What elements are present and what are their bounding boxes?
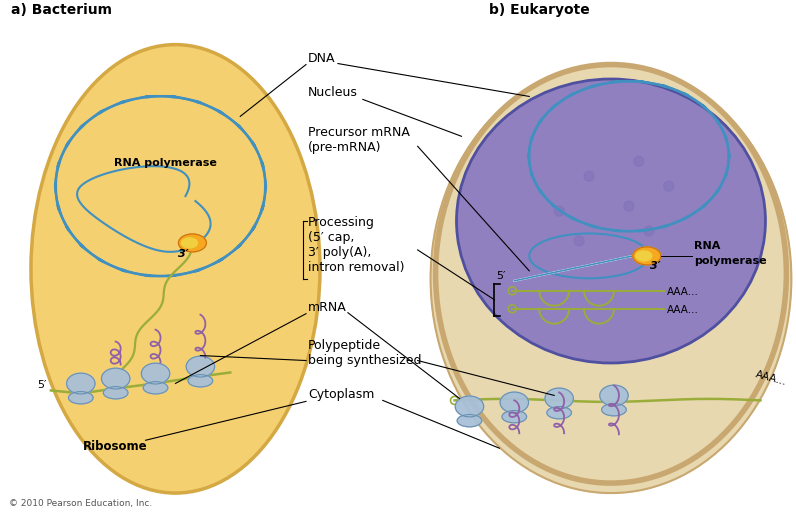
Ellipse shape: [68, 392, 93, 404]
Ellipse shape: [545, 388, 573, 409]
Text: (pre-mRNA): (pre-mRNA): [308, 141, 381, 154]
Text: Nucleus: Nucleus: [308, 86, 358, 99]
Ellipse shape: [500, 392, 529, 413]
Text: RNA: RNA: [693, 241, 720, 251]
Text: a) Bacterium: a) Bacterium: [11, 3, 112, 17]
Circle shape: [664, 181, 673, 191]
Text: RNA polymerase: RNA polymerase: [114, 158, 217, 168]
Ellipse shape: [188, 375, 213, 387]
Text: (5′ cap,: (5′ cap,: [308, 231, 354, 244]
Text: 3′ poly(A),: 3′ poly(A),: [308, 246, 372, 259]
Ellipse shape: [455, 396, 484, 417]
Ellipse shape: [431, 65, 791, 493]
Ellipse shape: [547, 407, 572, 419]
Circle shape: [624, 201, 634, 211]
Ellipse shape: [602, 403, 626, 416]
Ellipse shape: [178, 234, 206, 252]
Text: Precursor mRNA: Precursor mRNA: [308, 126, 410, 139]
Text: AAA...: AAA...: [667, 287, 699, 297]
Ellipse shape: [31, 45, 320, 493]
Text: Ribosome: Ribosome: [84, 440, 148, 453]
Ellipse shape: [142, 363, 170, 384]
Text: © 2010 Pearson Education, Inc.: © 2010 Pearson Education, Inc.: [9, 499, 152, 508]
Circle shape: [634, 156, 644, 166]
Text: Polypeptide: Polypeptide: [308, 339, 381, 352]
Text: b) Eukaryote: b) Eukaryote: [490, 3, 590, 17]
Text: DNA: DNA: [308, 51, 336, 65]
Ellipse shape: [143, 381, 168, 394]
Ellipse shape: [103, 387, 128, 399]
Circle shape: [554, 206, 564, 216]
Circle shape: [574, 236, 584, 246]
Ellipse shape: [186, 356, 215, 377]
Ellipse shape: [67, 373, 95, 394]
Ellipse shape: [101, 368, 130, 389]
Text: intron removal): intron removal): [308, 261, 404, 274]
Text: 5′: 5′: [37, 380, 46, 391]
Text: Cytoplasm: Cytoplasm: [308, 389, 374, 401]
Text: polymerase: polymerase: [693, 256, 767, 266]
Ellipse shape: [502, 411, 527, 423]
Circle shape: [584, 171, 594, 181]
Ellipse shape: [633, 247, 661, 265]
Text: Processing: Processing: [308, 216, 375, 229]
Text: 5′: 5′: [497, 271, 506, 281]
Ellipse shape: [636, 251, 652, 261]
Ellipse shape: [457, 414, 482, 427]
Text: AAA...: AAA...: [667, 305, 699, 315]
Text: mRNA: mRNA: [308, 301, 347, 314]
Circle shape: [644, 226, 654, 236]
Ellipse shape: [599, 385, 628, 406]
Text: 3′: 3′: [178, 249, 189, 259]
Text: being synthesized: being synthesized: [308, 354, 422, 366]
Ellipse shape: [181, 238, 197, 248]
Ellipse shape: [456, 79, 766, 363]
Text: AAA...: AAA...: [755, 370, 788, 388]
Text: 3′: 3′: [650, 261, 661, 271]
